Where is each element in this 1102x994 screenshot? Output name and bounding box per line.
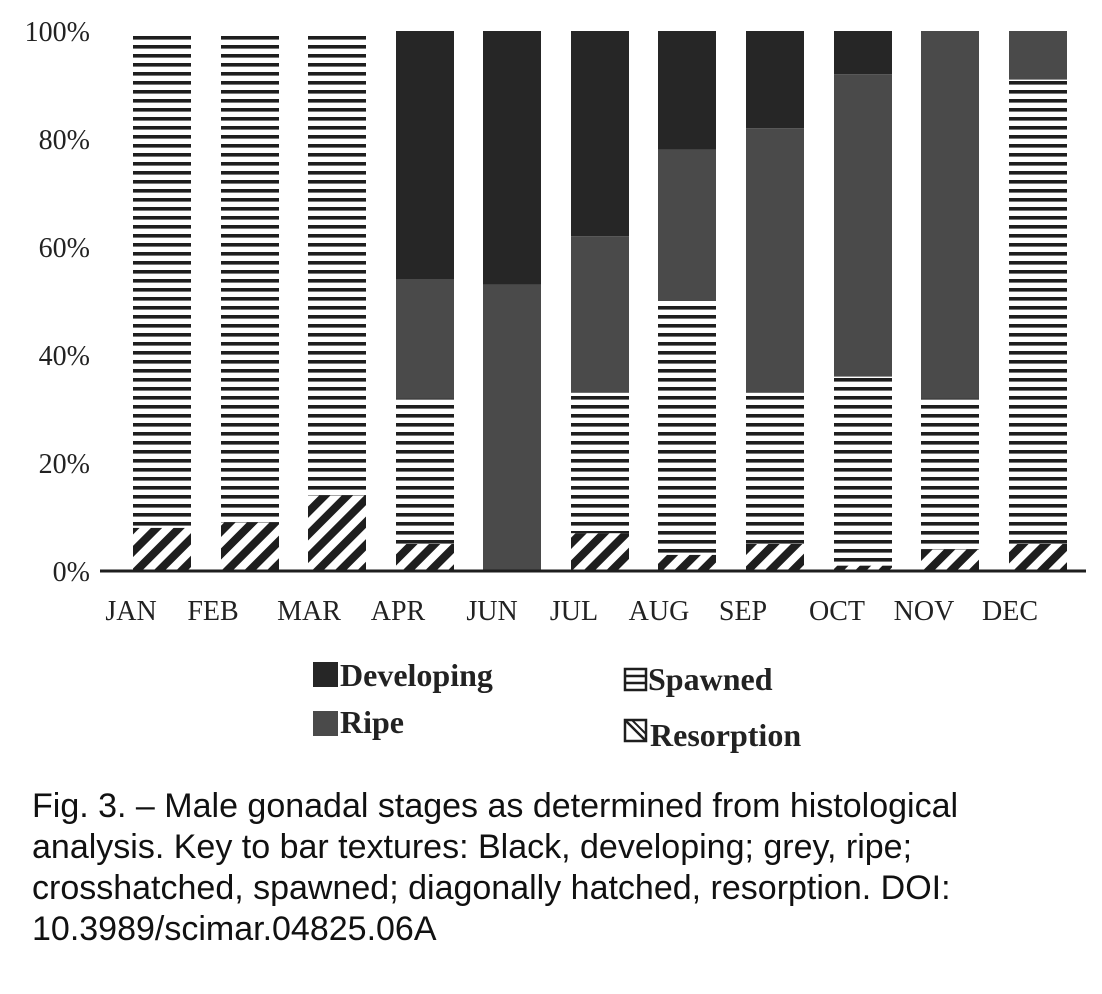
bar-segment-spawned-dec: [1009, 79, 1067, 544]
x-tick-label-nov: NOV: [894, 596, 955, 627]
x-tick-label-sep: SEP: [719, 596, 767, 627]
bar-segment-spawned-jan: [133, 31, 191, 528]
figure-caption: Fig. 3. – Male gonadal stages as determi…: [32, 787, 959, 948]
bar-segment-spawned-aug: [658, 301, 716, 555]
bar-segment-spawned-mar: [308, 31, 366, 496]
legend-label-resorption: Resorption: [650, 717, 801, 753]
bar-segment-ripe-aug: [658, 149, 716, 301]
y-tick-label: 60%: [39, 233, 90, 264]
legend-item-resorption: Resorption: [623, 717, 801, 753]
y-axis-ticks: 0% 20% 40% 60% 80% 100%: [25, 17, 90, 588]
bar-segment-developing-jun: [483, 31, 541, 285]
x-tick-label-aug: AUG: [629, 596, 690, 627]
legend: Developing Ripe Spawned Resorption: [313, 657, 801, 753]
bar-segment-resorption-apr: [396, 544, 454, 571]
bar-segment-ripe-jun: [483, 284, 541, 571]
bar-segment-resorption-aug: [658, 554, 716, 571]
y-tick-label: 0%: [53, 557, 90, 588]
bar-segment-ripe-nov: [921, 31, 979, 399]
bar-segment-spawned-nov: [921, 398, 979, 550]
bar-segment-resorption-sep: [746, 544, 804, 571]
y-tick-label: 40%: [39, 341, 90, 372]
legend-label-developing: Developing: [340, 657, 493, 693]
bar-segment-resorption-oct: [834, 565, 892, 571]
y-tick-label: 100%: [25, 17, 90, 48]
bar-segment-developing-apr: [396, 31, 454, 280]
bar-segment-resorption-feb: [221, 522, 279, 571]
y-tick-label: 20%: [39, 449, 90, 480]
x-tick-label-feb: FEB: [187, 596, 238, 627]
bar-segment-spawned-feb: [221, 31, 279, 523]
stacked-bar-chart: 0% 20% 40% 60% 80% 100% JAN FEB MAR APR JUN JUL AUG…: [25, 17, 1086, 753]
x-tick-label-jun: JUN: [466, 596, 517, 627]
bar-segment-ripe-apr: [396, 279, 454, 399]
legend-swatch-ripe: [313, 711, 338, 736]
x-tick-label-mar: MAR: [277, 596, 341, 627]
bar-segment-developing-jul: [571, 31, 629, 237]
bars: [133, 31, 1067, 571]
legend-item-ripe: Ripe: [313, 704, 404, 740]
bar-segment-resorption-mar: [308, 495, 366, 571]
bar-segment-spawned-oct: [834, 376, 892, 566]
x-tick-label-dec: DEC: [982, 596, 1038, 627]
legend-swatch-developing: [313, 662, 338, 687]
bar-segment-resorption-jan: [133, 527, 191, 571]
x-tick-label-jul: JUL: [550, 596, 598, 627]
bar-segment-developing-aug: [658, 31, 716, 150]
bar-segment-resorption-dec: [1009, 544, 1067, 571]
bar-segment-ripe-jul: [571, 236, 629, 393]
bar-segment-ripe-dec: [1009, 31, 1067, 80]
x-axis-labels: JAN FEB MAR APR JUN JUL AUG SEP OCT NOV DEC: [105, 596, 1038, 627]
bar-segment-developing-sep: [746, 31, 804, 129]
bar-segment-resorption-jul: [571, 533, 629, 571]
legend-label-spawned: Spawned: [648, 661, 773, 697]
bar-segment-developing-oct: [834, 31, 892, 75]
x-tick-label-jan: JAN: [105, 596, 156, 627]
bar-segment-resorption-nov: [921, 549, 979, 571]
legend-item-developing: Developing: [313, 657, 493, 693]
legend-swatch-spawned: [623, 667, 648, 692]
legend-label-ripe: Ripe: [340, 704, 404, 740]
x-tick-label-apr: APR: [371, 596, 426, 627]
legend-swatch-resorption: [623, 718, 648, 743]
bar-segment-spawned-sep: [746, 392, 804, 544]
bar-segment-spawned-jul: [571, 392, 629, 534]
x-tick-label-oct: OCT: [809, 596, 865, 627]
y-tick-label: 80%: [39, 125, 90, 156]
legend-item-spawned: Spawned: [623, 661, 773, 697]
bar-segment-ripe-sep: [746, 128, 804, 393]
bar-segment-spawned-apr: [396, 398, 454, 544]
bar-segment-ripe-oct: [834, 74, 892, 377]
